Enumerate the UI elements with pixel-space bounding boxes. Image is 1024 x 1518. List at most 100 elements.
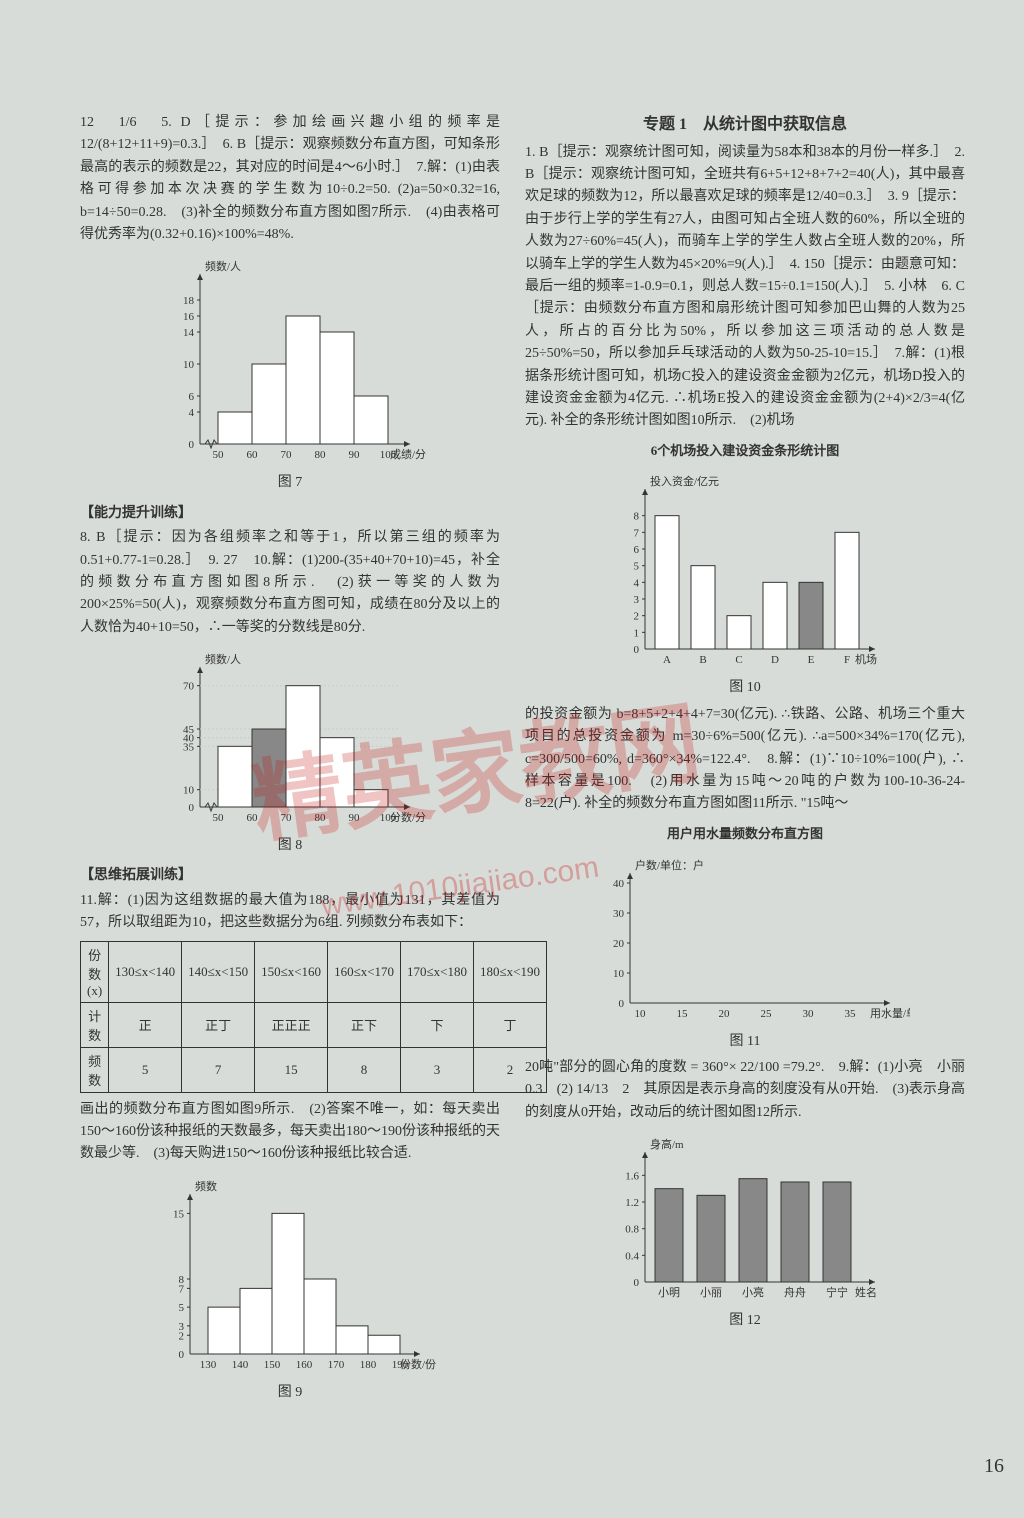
table-cell: 150≤x<160 bbox=[255, 941, 328, 1002]
svg-text:6: 6 bbox=[634, 544, 640, 556]
svg-text:6: 6 bbox=[189, 391, 195, 403]
svg-text:小丽: 小丽 bbox=[700, 1286, 722, 1299]
svg-text:180: 180 bbox=[360, 1359, 377, 1371]
ability-title: 【能力提升训练】 bbox=[80, 503, 500, 525]
svg-text:20: 20 bbox=[719, 1008, 731, 1020]
chart10-title: 6个机场投入建设资金条形统计图 bbox=[525, 441, 965, 462]
svg-text:8: 8 bbox=[179, 1274, 185, 1286]
svg-text:0: 0 bbox=[189, 439, 195, 451]
chart7-svg: 46101416185060708090100频数/人成绩/分0 bbox=[150, 254, 430, 464]
svg-text:频数/人: 频数/人 bbox=[205, 652, 241, 666]
topic-text: 1. B［提示：观察统计图可知，阅读量为58本和38本的月份一样多.］ 2. B… bbox=[525, 142, 965, 433]
svg-text:18: 18 bbox=[183, 295, 195, 307]
svg-text:成绩/分: 成绩/分 bbox=[390, 448, 426, 461]
table-cell: 130≤x<140 bbox=[109, 941, 182, 1002]
svg-text:宁宁: 宁宁 bbox=[826, 1285, 848, 1299]
svg-text:10: 10 bbox=[656, 853, 668, 856]
page-number: 16 bbox=[984, 1455, 1004, 1478]
think-title: 【思维拓展训练】 bbox=[80, 865, 500, 887]
chart11-caption: 图 11 bbox=[525, 1031, 965, 1053]
table-cell: 5 bbox=[109, 1047, 182, 1092]
svg-text:15: 15 bbox=[173, 1208, 185, 1220]
svg-text:份数/份: 份数/份 bbox=[400, 1358, 436, 1371]
table-cell: 正丁 bbox=[182, 1002, 255, 1047]
svg-text:10: 10 bbox=[635, 1008, 647, 1020]
svg-text:140: 140 bbox=[232, 1359, 249, 1371]
svg-text:70: 70 bbox=[281, 812, 293, 824]
svg-text:B: B bbox=[699, 654, 706, 666]
svg-text:4: 4 bbox=[189, 407, 195, 419]
svg-text:8: 8 bbox=[826, 853, 832, 856]
chart10-caption: 图 10 bbox=[525, 677, 965, 699]
svg-text:60: 60 bbox=[247, 449, 259, 461]
chart10-container: 12345678ABCDEF投入资金/亿元机场0 bbox=[525, 469, 965, 669]
svg-text:7: 7 bbox=[634, 528, 640, 540]
svg-text:8: 8 bbox=[634, 511, 640, 523]
svg-text:22: 22 bbox=[698, 853, 709, 856]
svg-text:170: 170 bbox=[328, 1359, 345, 1371]
svg-text:160: 160 bbox=[296, 1359, 313, 1371]
svg-text:1: 1 bbox=[634, 628, 640, 640]
svg-text:50: 50 bbox=[213, 812, 225, 824]
svg-text:25: 25 bbox=[761, 1008, 773, 1020]
svg-text:2: 2 bbox=[634, 611, 640, 623]
svg-text:150: 150 bbox=[264, 1359, 281, 1371]
svg-text:70: 70 bbox=[183, 681, 195, 693]
svg-text:16: 16 bbox=[183, 311, 195, 323]
chart8-container: 10354045705060708090100频数/人分数/分0 bbox=[80, 647, 500, 827]
chart11-container: 10203040102236248101520253035户数/单位：户用水量/… bbox=[525, 853, 965, 1023]
table-cell: 3 bbox=[401, 1047, 474, 1092]
svg-text:0: 0 bbox=[179, 1349, 185, 1361]
svg-text:户数/单位：户: 户数/单位：户 bbox=[635, 858, 704, 872]
svg-text:0: 0 bbox=[619, 998, 625, 1010]
svg-text:10: 10 bbox=[183, 785, 195, 797]
svg-text:80: 80 bbox=[315, 449, 327, 461]
svg-text:50: 50 bbox=[213, 449, 225, 461]
svg-text:45: 45 bbox=[183, 724, 195, 736]
svg-text:24: 24 bbox=[782, 853, 794, 856]
svg-text:10: 10 bbox=[183, 359, 195, 371]
svg-text:20: 20 bbox=[613, 938, 625, 950]
svg-text:小亮: 小亮 bbox=[742, 1285, 764, 1299]
svg-text:130: 130 bbox=[200, 1359, 217, 1371]
svg-text:A: A bbox=[663, 654, 671, 666]
svg-text:35: 35 bbox=[845, 1008, 857, 1020]
svg-text:0: 0 bbox=[634, 644, 640, 656]
table-cell: 15 bbox=[255, 1047, 328, 1092]
svg-text:C: C bbox=[735, 654, 742, 666]
svg-text:1.2: 1.2 bbox=[625, 1197, 639, 1209]
svg-text:1.6: 1.6 bbox=[625, 1171, 639, 1183]
svg-text:90: 90 bbox=[349, 812, 361, 824]
svg-text:0: 0 bbox=[634, 1277, 640, 1289]
chart9-container: 2357815130140150160170180190频数份数/份0 bbox=[80, 1174, 500, 1374]
svg-text:70: 70 bbox=[281, 449, 293, 461]
svg-text:D: D bbox=[771, 654, 779, 666]
svg-text:用水量/单位：吨: 用水量/单位：吨 bbox=[870, 1006, 910, 1020]
svg-text:3: 3 bbox=[179, 1321, 185, 1333]
svg-text:F: F bbox=[844, 654, 850, 666]
topic-title: 专题 1 从统计图中获取信息 bbox=[525, 112, 965, 138]
chart7-caption: 图 7 bbox=[80, 472, 500, 494]
svg-text:身高/m: 身高/m bbox=[650, 1137, 684, 1151]
chart8-svg: 10354045705060708090100频数/人分数/分0 bbox=[150, 647, 430, 827]
svg-text:15: 15 bbox=[677, 1008, 689, 1020]
topic-text3: 20吨"部分的圆心角的度数 = 360°× 22/100 =79.2°. 9.解… bbox=[525, 1057, 965, 1124]
chart10-svg: 12345678ABCDEF投入资金/亿元机场0 bbox=[595, 469, 895, 669]
chart12-svg: 0.40.81.21.6小明小丽小亮舟舟宁宁身高/m姓名0 bbox=[595, 1132, 895, 1302]
svg-text:80: 80 bbox=[315, 812, 327, 824]
svg-text:0.8: 0.8 bbox=[625, 1224, 639, 1236]
chart12-container: 0.40.81.21.6小明小丽小亮舟舟宁宁身高/m姓名0 bbox=[525, 1132, 965, 1302]
svg-text:0: 0 bbox=[189, 802, 195, 814]
think-text2: 画出的频数分布直方图如图9所示. (2)答案不唯一，如：每天卖出150～160份… bbox=[80, 1099, 500, 1166]
table-cell: 170≤x<180 bbox=[401, 941, 474, 1002]
svg-text:分数/分: 分数/分 bbox=[390, 811, 426, 824]
svg-text:频数: 频数 bbox=[195, 1179, 217, 1193]
svg-text:3: 3 bbox=[634, 594, 640, 606]
svg-text:36: 36 bbox=[740, 853, 752, 856]
chart8-caption: 图 8 bbox=[80, 835, 500, 857]
svg-text:小明: 小明 bbox=[658, 1286, 680, 1299]
svg-text:4: 4 bbox=[634, 578, 640, 590]
chart9-caption: 图 9 bbox=[80, 1382, 500, 1404]
svg-text:30: 30 bbox=[803, 1008, 815, 1020]
svg-text:90: 90 bbox=[349, 449, 361, 461]
